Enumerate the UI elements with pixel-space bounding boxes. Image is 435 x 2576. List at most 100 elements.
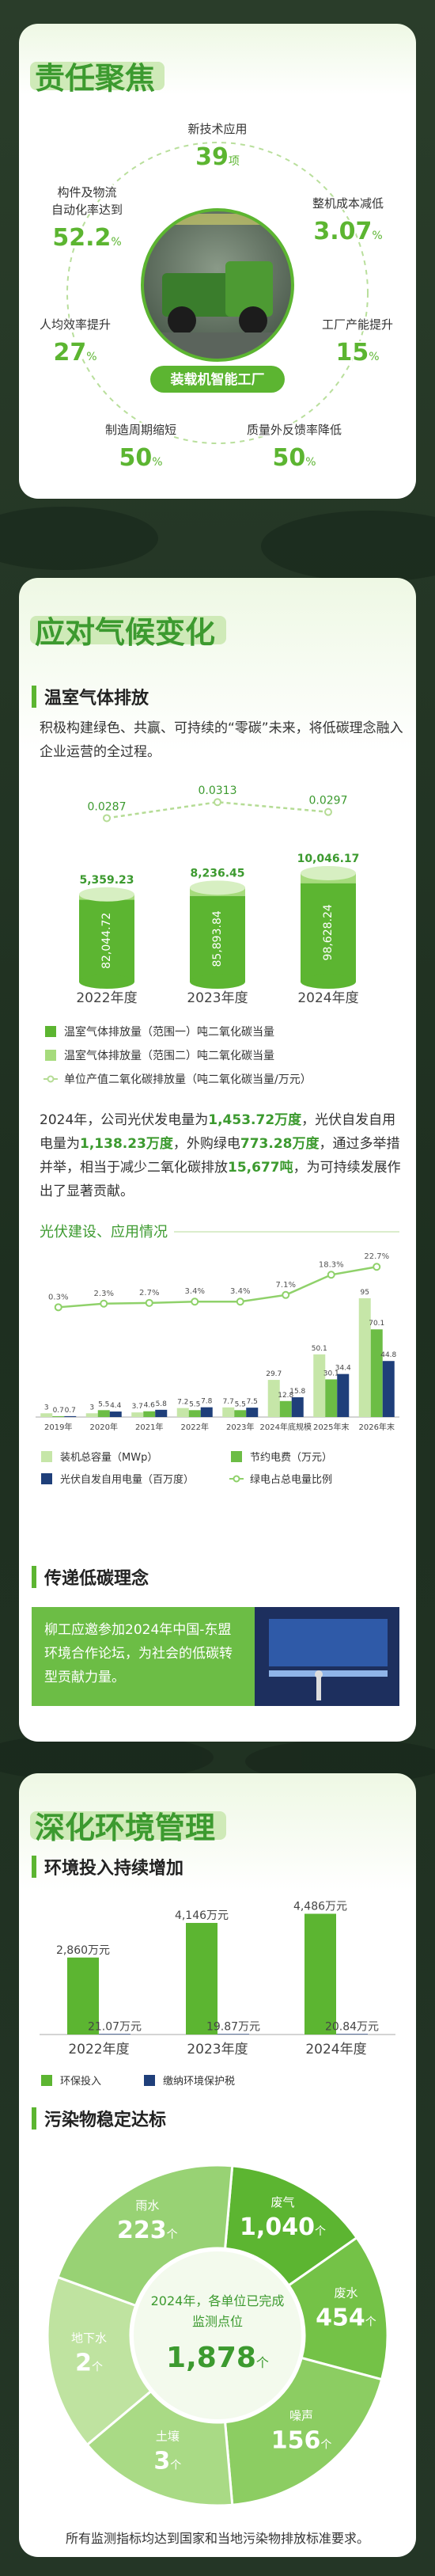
ring-center [134,2251,301,2419]
stat-label: 新技术应用 [187,122,247,136]
bar [382,1361,395,1417]
legend-dot [233,1475,240,1483]
pollutant-number: 156 [271,2426,321,2454]
data-label: 5.5 [189,1400,200,1408]
stat-label: 构件及物流 [57,185,116,199]
bar [267,1380,280,1417]
data-label: 95 [361,1289,369,1297]
legend-label: 光伏自发自用电量（百万度） [60,1473,194,1486]
point [373,1263,381,1271]
legend-label: 绿电占总电量比例 [250,1474,332,1486]
bar [176,1408,189,1417]
heading-bar [32,1856,36,1878]
stat-value: 27% [53,339,96,367]
data-label: 12.8 [278,1392,293,1400]
pollutant-name: 废气 [270,2195,294,2209]
x-tick-label: 2022年度 [68,2042,129,2057]
bar [52,1415,65,1417]
x-tick-label: 2023年度 [187,990,248,1006]
stat-value: 50% [119,444,162,472]
factory-photo [142,210,293,360]
data-label: 7.2 [177,1399,188,1407]
legend-label: 节约电费（万元） [250,1452,332,1464]
point [214,798,221,807]
pollutant-unit: 个 [92,2361,103,2374]
data-label: 15.8 [289,1388,305,1396]
legend-swatch [41,1451,52,1462]
heading-bar [32,686,36,708]
pollutant-value: 223个 [117,2217,178,2244]
data-label: 29.7 [266,1370,282,1378]
pollutant-value: 454个 [316,2304,376,2331]
stat-unit: 项 [229,155,240,168]
pollutant-name: 地下水 [71,2331,107,2346]
x-tick-label: 2023年度 [187,2042,248,2057]
stat-label: 制造周期缩短 [105,423,176,437]
bar [370,1329,383,1417]
point-label: 0.0313 [199,785,237,797]
pollutant-value: 2个 [75,2350,103,2377]
bar [234,1410,247,1417]
pollutant-unit: 个 [315,2225,326,2238]
bar [246,1408,259,1417]
point-label: 0.0287 [88,800,127,813]
section-title: 应对气候变化 [35,615,215,650]
title-brush [30,1811,226,1840]
forum-photo [255,1607,399,1706]
legend-swatch [45,1026,56,1037]
subheading: 温室气体排放 [44,688,149,709]
forest-texture [0,507,435,1784]
pollutant-number: 454 [316,2304,365,2331]
chart-title: 光伏建设、应用情况 [40,1224,168,1241]
data-label: 21.07万元 [88,2020,142,2033]
point [145,1298,153,1307]
pollutant-value: 156个 [271,2426,332,2454]
point-label: 22.7% [364,1252,389,1261]
cylinder-base [79,975,134,989]
pollutant-unit: 个 [170,2459,181,2472]
stat-unit: % [305,456,316,469]
stat-value: 50% [272,444,316,472]
data-label: 85,893.84 [211,910,224,967]
point-label: 7.1% [276,1281,296,1290]
cylinder-top [301,865,356,880]
center-label: 装载机智能工厂 [170,371,265,388]
point [54,1303,62,1312]
stat-unit: % [111,236,121,249]
x-tick-label: 2020年 [90,1422,118,1432]
legend-label: 单位产值二氧化碳排放量（吨二氧化碳当量/万元） [64,1073,312,1086]
legend-dot [47,1075,55,1083]
pollutant-number: 223 [117,2217,167,2244]
point-label: 3.4% [185,1287,205,1296]
data-label: 7.8 [201,1398,213,1406]
bar [336,2034,368,2035]
data-label: 4,486万元 [293,1900,347,1913]
center-text: 2024年，各单位已完成 [151,2293,285,2308]
bar [64,1415,77,1417]
x-tick-label: 2024年度 [305,2042,366,2057]
bar [131,1412,144,1417]
pollutant-name: 废水 [334,2285,357,2300]
bar [200,1407,213,1417]
data-label: 5.8 [156,1400,168,1408]
total-unit: 个 [256,2355,269,2370]
data-label: 50.1 [312,1345,327,1353]
total-number: 1,878 [166,2342,256,2374]
heading-bar [32,1566,36,1588]
subheading: 环境投入持续增加 [44,1858,183,1879]
section-title: 深化环境管理 [35,1810,215,1845]
legend-swatch [41,1473,52,1484]
bar [190,895,245,982]
data-label: 3.7 [132,1403,143,1411]
bar [67,1957,99,2035]
cylinder-top [79,887,134,902]
photo-frame [141,208,294,362]
data-label: 2,860万元 [56,1944,110,1957]
stat-unit: % [86,351,96,363]
stat-value: 3.07% [313,218,382,245]
ring-sector [223,2356,384,2506]
data-label: 4.4 [110,1402,122,1410]
data-label: 5.5 [98,1400,109,1408]
bar [337,1373,350,1417]
